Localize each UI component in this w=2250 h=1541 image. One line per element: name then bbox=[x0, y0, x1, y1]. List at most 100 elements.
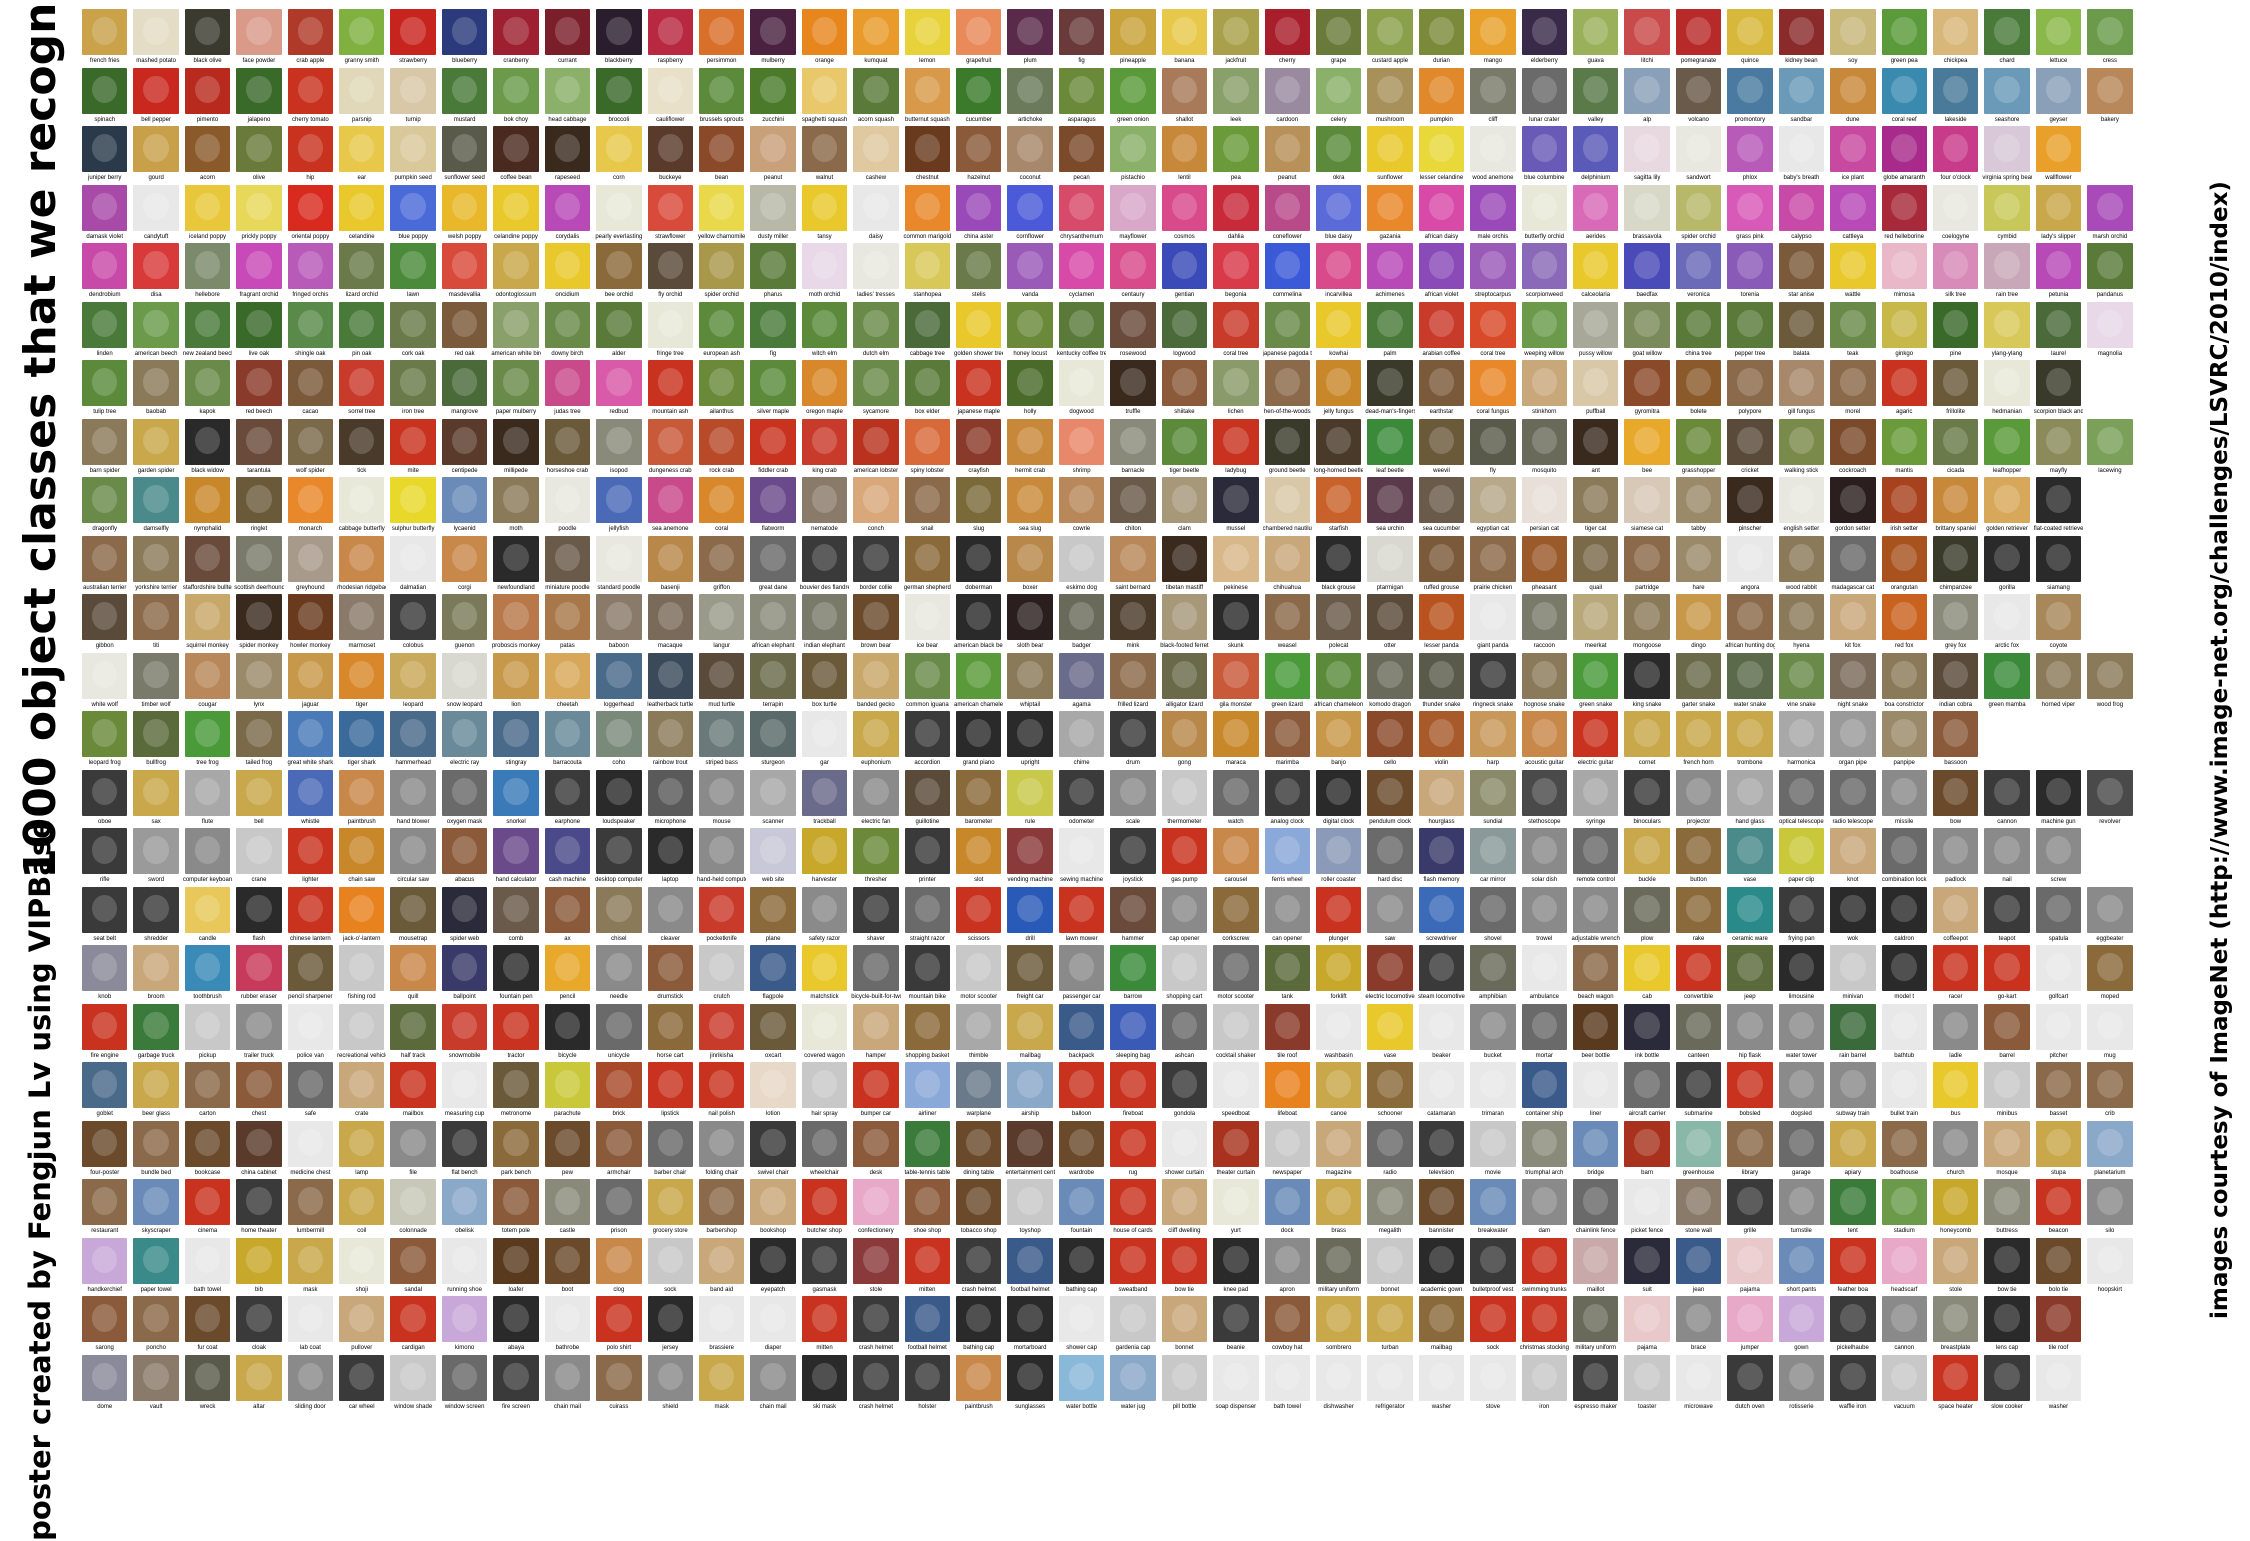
class-thumbnail bbox=[1007, 9, 1053, 55]
class-label: cap opener bbox=[1169, 935, 1200, 942]
class-label: lawn bbox=[407, 292, 420, 298]
class-tile: holly bbox=[1005, 359, 1054, 418]
class-tile: rainbow trout bbox=[646, 710, 695, 769]
class-label: shredder bbox=[144, 935, 168, 942]
class-tile: coneflower bbox=[1263, 184, 1312, 243]
class-label: pullover bbox=[351, 1345, 373, 1351]
class-label: desk bbox=[869, 1169, 883, 1176]
class-tile: granny smith bbox=[337, 8, 386, 67]
class-tile: castle bbox=[543, 1178, 592, 1237]
class-tile: warplane bbox=[954, 1061, 1003, 1120]
class-thumbnail bbox=[1932, 1237, 1979, 1284]
class-thumbnail bbox=[2035, 126, 2082, 172]
class-tile: coffee bean bbox=[491, 125, 540, 184]
class-tile: chest bbox=[234, 1061, 283, 1120]
class-label: grapefruit bbox=[966, 58, 992, 64]
class-label: golfcart bbox=[2048, 994, 2069, 1000]
class-thumbnail bbox=[1058, 477, 1105, 523]
class-tile: ferris wheel bbox=[1263, 827, 1312, 886]
class-label: puffball bbox=[1586, 409, 1606, 415]
class-thumbnail bbox=[1573, 1237, 1619, 1284]
class-label: catamaran bbox=[1427, 1111, 1456, 1117]
class-thumbnail bbox=[698, 1003, 745, 1050]
class-tile: lamp bbox=[337, 1120, 386, 1179]
class-thumbnail bbox=[1264, 652, 1310, 699]
class-tile: rain barrel bbox=[1828, 1003, 1877, 1062]
class-thumbnail bbox=[801, 1237, 848, 1284]
class-tile: mitten bbox=[903, 1237, 952, 1296]
class-label: crib bbox=[2105, 1111, 2115, 1117]
class-tile: stethoscope bbox=[1520, 769, 1569, 828]
class-label: padlock bbox=[1945, 877, 1966, 883]
class-tile: stanhopea bbox=[903, 242, 952, 301]
class-thumbnail bbox=[1007, 1003, 1053, 1050]
class-label: logwood bbox=[1173, 350, 1196, 357]
class-thumbnail bbox=[493, 535, 539, 582]
class-thumbnail bbox=[2035, 301, 2082, 348]
class-tile: poncho bbox=[131, 1295, 180, 1354]
class-label: knot bbox=[1847, 877, 1859, 883]
class-label: alp bbox=[1643, 116, 1652, 123]
class-tile: horse cart bbox=[646, 1003, 695, 1062]
class-tile: japanese maple bbox=[954, 359, 1003, 418]
class-tile: cheetah bbox=[543, 652, 592, 711]
class-thumbnail bbox=[1727, 1354, 1773, 1401]
class-tile: mask bbox=[286, 1237, 335, 1296]
class-label: flat-coated retriever bbox=[2033, 526, 2084, 532]
class-tile: triumphal arch bbox=[1520, 1120, 1569, 1179]
class-label bbox=[2085, 583, 2134, 593]
class-thumbnail bbox=[1058, 301, 1105, 348]
class-label: clam bbox=[1178, 526, 1191, 532]
class-tile: missile bbox=[1880, 769, 1929, 828]
class-label: kapok bbox=[199, 409, 216, 415]
class-label: police van bbox=[296, 1052, 324, 1059]
class-thumbnail bbox=[184, 418, 231, 465]
class-tile: yurt bbox=[1211, 1178, 1260, 1237]
class-tile: mashed potato bbox=[131, 8, 180, 67]
class-tile: gas pump bbox=[1160, 827, 1209, 886]
class-tile: cap opener bbox=[1160, 886, 1209, 945]
class-tile: file bbox=[388, 1120, 437, 1179]
class-tile: lens cap bbox=[1982, 1295, 2031, 1354]
class-label: shopping basket bbox=[905, 1052, 950, 1059]
class-tile: shoe shop bbox=[903, 1178, 952, 1237]
class-tile: brussels sprouts bbox=[697, 67, 746, 126]
class-label: ringneck snake bbox=[1472, 701, 1514, 708]
class-thumbnail bbox=[1881, 1179, 1927, 1225]
class-tile: bulletproof vest bbox=[1468, 1237, 1517, 1296]
class-label: long-horned beetle bbox=[1313, 467, 1364, 474]
class-thumbnail bbox=[1727, 9, 1773, 55]
class-thumbnail bbox=[1624, 886, 1670, 933]
class-tile: radio telescope bbox=[1828, 769, 1877, 828]
empty-tile bbox=[2137, 535, 2186, 594]
class-thumbnail bbox=[287, 243, 334, 289]
class-thumbnail bbox=[1778, 243, 1825, 289]
class-thumbnail bbox=[1110, 477, 1156, 523]
class-tile: tick bbox=[337, 418, 386, 477]
class-thumbnail bbox=[287, 1237, 334, 1284]
class-thumbnail bbox=[1881, 243, 1927, 289]
class-label: water jug bbox=[1120, 1403, 1146, 1410]
class-label: oboe bbox=[98, 818, 112, 825]
class-tile: speedboat bbox=[1211, 1061, 1260, 1120]
class-thumbnail bbox=[698, 477, 745, 523]
class-label: radio bbox=[1383, 1169, 1397, 1176]
class-tile: miniature poodle bbox=[543, 535, 592, 594]
class-thumbnail bbox=[1418, 1062, 1465, 1108]
class-thumbnail bbox=[750, 301, 796, 348]
class-tile: isopod bbox=[594, 418, 643, 477]
class-label: jeep bbox=[1744, 994, 1756, 1000]
class-thumbnail bbox=[904, 126, 951, 172]
class-label: can opener bbox=[1272, 935, 1303, 942]
class-tile: lesser panda bbox=[1417, 593, 1466, 652]
class-thumbnail bbox=[647, 711, 693, 757]
class-thumbnail bbox=[82, 1062, 128, 1108]
class-tile: sea urchin bbox=[1365, 476, 1414, 535]
class-label: electric ray bbox=[450, 760, 480, 766]
class-label: sword bbox=[148, 877, 165, 883]
class-label: lynx bbox=[253, 701, 265, 708]
class-thumbnail bbox=[1778, 1120, 1825, 1167]
class-tile: coil bbox=[337, 1178, 386, 1237]
class-thumbnail bbox=[184, 477, 231, 523]
class-tile: black-footed ferret bbox=[1160, 593, 1209, 652]
